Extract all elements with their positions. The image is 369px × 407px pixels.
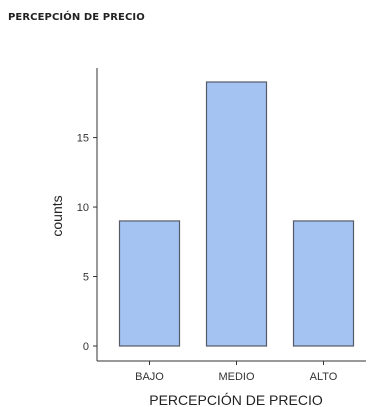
x-tick-label: ALTO (310, 371, 338, 383)
y-tick-label: 5 (83, 272, 89, 284)
x-tick-label: MEDIO (218, 371, 255, 383)
x-tick-label: BAJO (135, 371, 164, 383)
x-axis: BAJO MEDIO ALTO (97, 360, 366, 383)
bar-bajo (118, 220, 181, 347)
x-axis-title: PERCEPCIÓN DE PRECIO (149, 392, 323, 407)
y-tick-label: 0 (83, 341, 89, 353)
y-axis: 0 5 10 15 (77, 68, 98, 361)
bars (118, 81, 355, 347)
bar-medio (205, 81, 268, 347)
bar-alto (292, 220, 355, 347)
y-tick-label: 15 (77, 133, 89, 145)
y-tick-label: 10 (77, 202, 89, 214)
page-title: PERCEPCIÓN DE PRECIO (8, 12, 145, 23)
y-axis-title: counts (49, 195, 65, 236)
